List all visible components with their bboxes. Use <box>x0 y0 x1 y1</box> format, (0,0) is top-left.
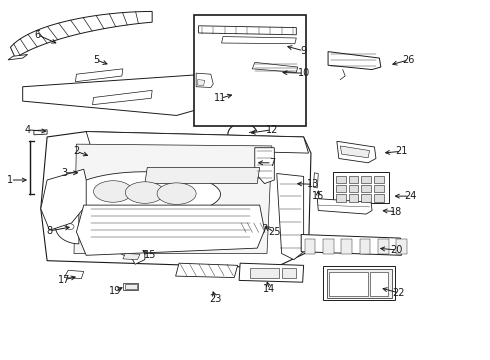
Bar <box>336 176 345 183</box>
Polygon shape <box>41 169 86 230</box>
Polygon shape <box>314 173 318 188</box>
Text: 6: 6 <box>34 30 40 40</box>
Bar <box>329 272 368 296</box>
Bar <box>323 266 395 300</box>
Bar <box>374 176 384 183</box>
Polygon shape <box>239 263 304 282</box>
Bar <box>360 239 370 253</box>
Text: 16: 16 <box>312 191 324 201</box>
Bar <box>361 176 371 183</box>
Bar <box>369 272 388 296</box>
Polygon shape <box>55 210 79 244</box>
Polygon shape <box>94 181 133 202</box>
Text: 23: 23 <box>210 294 222 304</box>
Polygon shape <box>145 167 260 184</box>
Text: 4: 4 <box>24 125 31 135</box>
Bar <box>305 239 316 253</box>
Bar <box>336 194 345 202</box>
Polygon shape <box>301 234 401 255</box>
Polygon shape <box>337 141 376 163</box>
Text: 2: 2 <box>74 146 79 156</box>
Polygon shape <box>41 132 311 268</box>
Text: 8: 8 <box>47 226 52 236</box>
Bar <box>323 239 334 253</box>
Text: 21: 21 <box>395 146 408 156</box>
Polygon shape <box>221 37 296 44</box>
Polygon shape <box>123 253 140 260</box>
Polygon shape <box>93 90 152 105</box>
Bar <box>378 239 389 253</box>
Polygon shape <box>125 182 164 203</box>
Text: 11: 11 <box>215 93 227 103</box>
Text: 25: 25 <box>268 227 281 237</box>
Bar <box>250 267 279 278</box>
Text: 13: 13 <box>307 179 319 189</box>
Polygon shape <box>198 26 296 35</box>
Polygon shape <box>76 205 265 255</box>
Polygon shape <box>157 183 196 204</box>
Bar <box>327 269 392 298</box>
Polygon shape <box>23 69 294 116</box>
Bar <box>374 185 384 192</box>
Bar <box>348 185 358 192</box>
Bar <box>361 194 371 202</box>
Polygon shape <box>69 172 220 217</box>
Polygon shape <box>74 144 272 253</box>
Bar <box>282 267 296 278</box>
Text: 14: 14 <box>263 284 275 294</box>
Bar <box>374 194 384 202</box>
Polygon shape <box>64 270 84 279</box>
Polygon shape <box>121 241 145 264</box>
Text: 5: 5 <box>93 55 99 65</box>
Bar <box>396 239 407 253</box>
Text: 9: 9 <box>300 46 307 56</box>
Text: 18: 18 <box>391 207 403 217</box>
Text: 19: 19 <box>109 286 122 296</box>
Bar <box>361 185 371 192</box>
Polygon shape <box>277 174 304 260</box>
Text: 12: 12 <box>266 125 278 135</box>
Polygon shape <box>328 51 381 69</box>
Polygon shape <box>196 73 213 87</box>
Polygon shape <box>86 132 309 153</box>
Bar <box>336 185 345 192</box>
Text: 1: 1 <box>7 175 14 185</box>
Bar <box>348 176 358 183</box>
Text: 22: 22 <box>392 288 405 298</box>
Text: 26: 26 <box>402 55 415 65</box>
Polygon shape <box>340 146 369 158</box>
Polygon shape <box>75 69 123 82</box>
Polygon shape <box>252 62 298 72</box>
Text: 15: 15 <box>144 250 156 260</box>
Bar <box>194 15 306 126</box>
Polygon shape <box>197 80 205 86</box>
Bar <box>342 239 352 253</box>
Text: 3: 3 <box>61 168 67 178</box>
Text: 17: 17 <box>58 275 71 285</box>
Polygon shape <box>236 222 267 233</box>
Bar <box>348 194 358 202</box>
Text: 10: 10 <box>297 68 310 78</box>
Polygon shape <box>10 12 152 58</box>
Polygon shape <box>8 54 27 60</box>
Bar <box>125 284 137 289</box>
Text: 24: 24 <box>404 191 416 201</box>
Bar <box>333 172 389 203</box>
Bar <box>123 283 139 291</box>
Polygon shape <box>175 263 238 278</box>
Polygon shape <box>318 199 372 214</box>
Polygon shape <box>34 130 47 135</box>
Text: 20: 20 <box>390 245 403 255</box>
Circle shape <box>66 224 74 229</box>
Text: 7: 7 <box>269 158 275 168</box>
Polygon shape <box>255 148 274 184</box>
